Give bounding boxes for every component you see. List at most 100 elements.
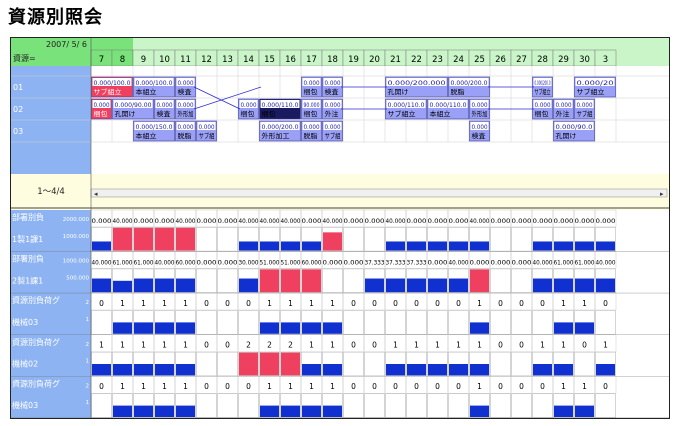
load-bar <box>386 364 405 376</box>
task-process: サブ組立 <box>577 87 606 96</box>
load-bar <box>176 322 195 334</box>
day-header: 30 <box>579 55 590 65</box>
load-bar <box>407 241 426 251</box>
load-scale-bottom: 1 <box>86 400 90 406</box>
day-header: 28 <box>537 55 548 65</box>
load-label-top: 資源別負荷グ <box>12 337 60 347</box>
load-bar <box>92 241 111 251</box>
load-scale-bottom: 1 <box>86 317 90 323</box>
task-value: 0.000 <box>241 101 257 109</box>
load-value: 0.000 <box>449 218 469 225</box>
load-value: 1 <box>120 341 125 350</box>
load-value: 0 <box>204 341 209 350</box>
load-bar <box>281 405 300 417</box>
load-value: 37.333 <box>407 259 427 266</box>
load-value: 40.000 <box>92 259 112 266</box>
task-value-box <box>470 122 489 130</box>
task-process: 本組立 <box>430 109 452 118</box>
load-value: 40.000 <box>239 218 259 225</box>
load-bar-cell <box>280 393 301 418</box>
load-bar-cell <box>217 351 238 377</box>
load-bar-cell <box>553 268 574 293</box>
load-value: 1 <box>120 382 125 391</box>
load-bar <box>470 405 489 417</box>
load-bar <box>407 278 426 293</box>
task-process: サブ組 <box>199 131 215 140</box>
load-value: 0 <box>393 299 398 308</box>
load-label-bg <box>11 334 91 377</box>
task-value: 0.000/90.00 <box>115 101 152 109</box>
load-bar-cell <box>448 393 469 418</box>
load-bar-cell <box>91 393 112 418</box>
load-value: 2 <box>246 341 251 350</box>
load-value: 0.000 <box>218 259 238 266</box>
schedule-panel: 2007/ 5/ 6 資源= 7 8 9 10 11 12 13 14 15 16 17 18 19 20 21… <box>10 37 670 419</box>
load-bar-cell <box>574 351 595 377</box>
load-bar-cell <box>490 393 511 418</box>
load-bar-cell <box>154 268 175 293</box>
task-process: 本組立 <box>136 87 158 96</box>
load-value: 1 <box>267 382 272 391</box>
day-header: 13 <box>222 55 233 65</box>
day-header: 23 <box>432 55 443 65</box>
load-bar-cell <box>511 351 532 377</box>
load-bar-cell <box>112 351 133 377</box>
load-value: 0 <box>99 382 104 391</box>
load-bar-cell <box>490 351 511 377</box>
task-value: 0.000 <box>304 123 320 131</box>
task-value: 0.000/110.0 <box>430 101 467 109</box>
load-value: 1 <box>603 341 608 350</box>
load-value: 0.000 <box>218 218 238 225</box>
load-bar-cell <box>553 393 574 418</box>
day-header: 12 <box>201 55 212 65</box>
task-value-box <box>428 100 468 108</box>
task-process: 梱包 <box>304 87 319 96</box>
load-value: 0 <box>414 382 419 391</box>
load-value: 0.000 <box>533 218 553 225</box>
resource-header: 資源= <box>13 53 36 63</box>
row-label: 02 <box>13 105 23 114</box>
load-bar-cell <box>574 227 595 252</box>
load-value: 0.000 <box>470 259 490 266</box>
task-process: 梱包 <box>94 109 109 118</box>
load-bar-cell <box>196 351 217 377</box>
load-scale-top: 2 <box>86 383 90 389</box>
load-bar-cell <box>280 227 301 252</box>
load-bar-cell <box>406 227 427 252</box>
task-value: 0.000 <box>556 101 572 109</box>
load-bar-cell <box>343 351 364 377</box>
day-header: 25 <box>474 55 485 65</box>
load-bar-cell <box>595 393 616 418</box>
load-value: 0 <box>204 299 209 308</box>
day-header: 14 <box>243 55 254 65</box>
load-bar-cell <box>385 227 406 252</box>
task-value: 0.000 <box>472 101 488 109</box>
load-bar <box>323 322 342 334</box>
load-bar-cell <box>196 393 217 418</box>
task-value: 0.000 <box>577 101 593 109</box>
load-bar-cell <box>112 268 133 293</box>
task-process: 脱脂 <box>304 131 319 140</box>
load-value: 0 <box>372 341 377 350</box>
load-bar-cell <box>217 393 238 418</box>
load-bar <box>449 364 468 376</box>
load-bar <box>596 241 615 251</box>
day-header: 15 <box>264 55 275 65</box>
load-bar <box>134 364 153 376</box>
load-bar-cell <box>301 268 322 293</box>
load-value: 1 <box>561 299 566 308</box>
load-bar <box>134 322 153 334</box>
load-bar <box>470 364 489 376</box>
load-bar-cell <box>301 351 322 377</box>
load-value: 0 <box>456 299 461 308</box>
load-bar-cell <box>91 268 112 293</box>
load-bar-cell <box>259 393 280 418</box>
load-bar-cell <box>343 268 364 293</box>
load-bar-cell <box>217 268 238 293</box>
day-header: 7 <box>99 55 104 65</box>
task-process: サブ組 <box>325 131 341 140</box>
task-value: 0.000/20 <box>577 79 614 87</box>
